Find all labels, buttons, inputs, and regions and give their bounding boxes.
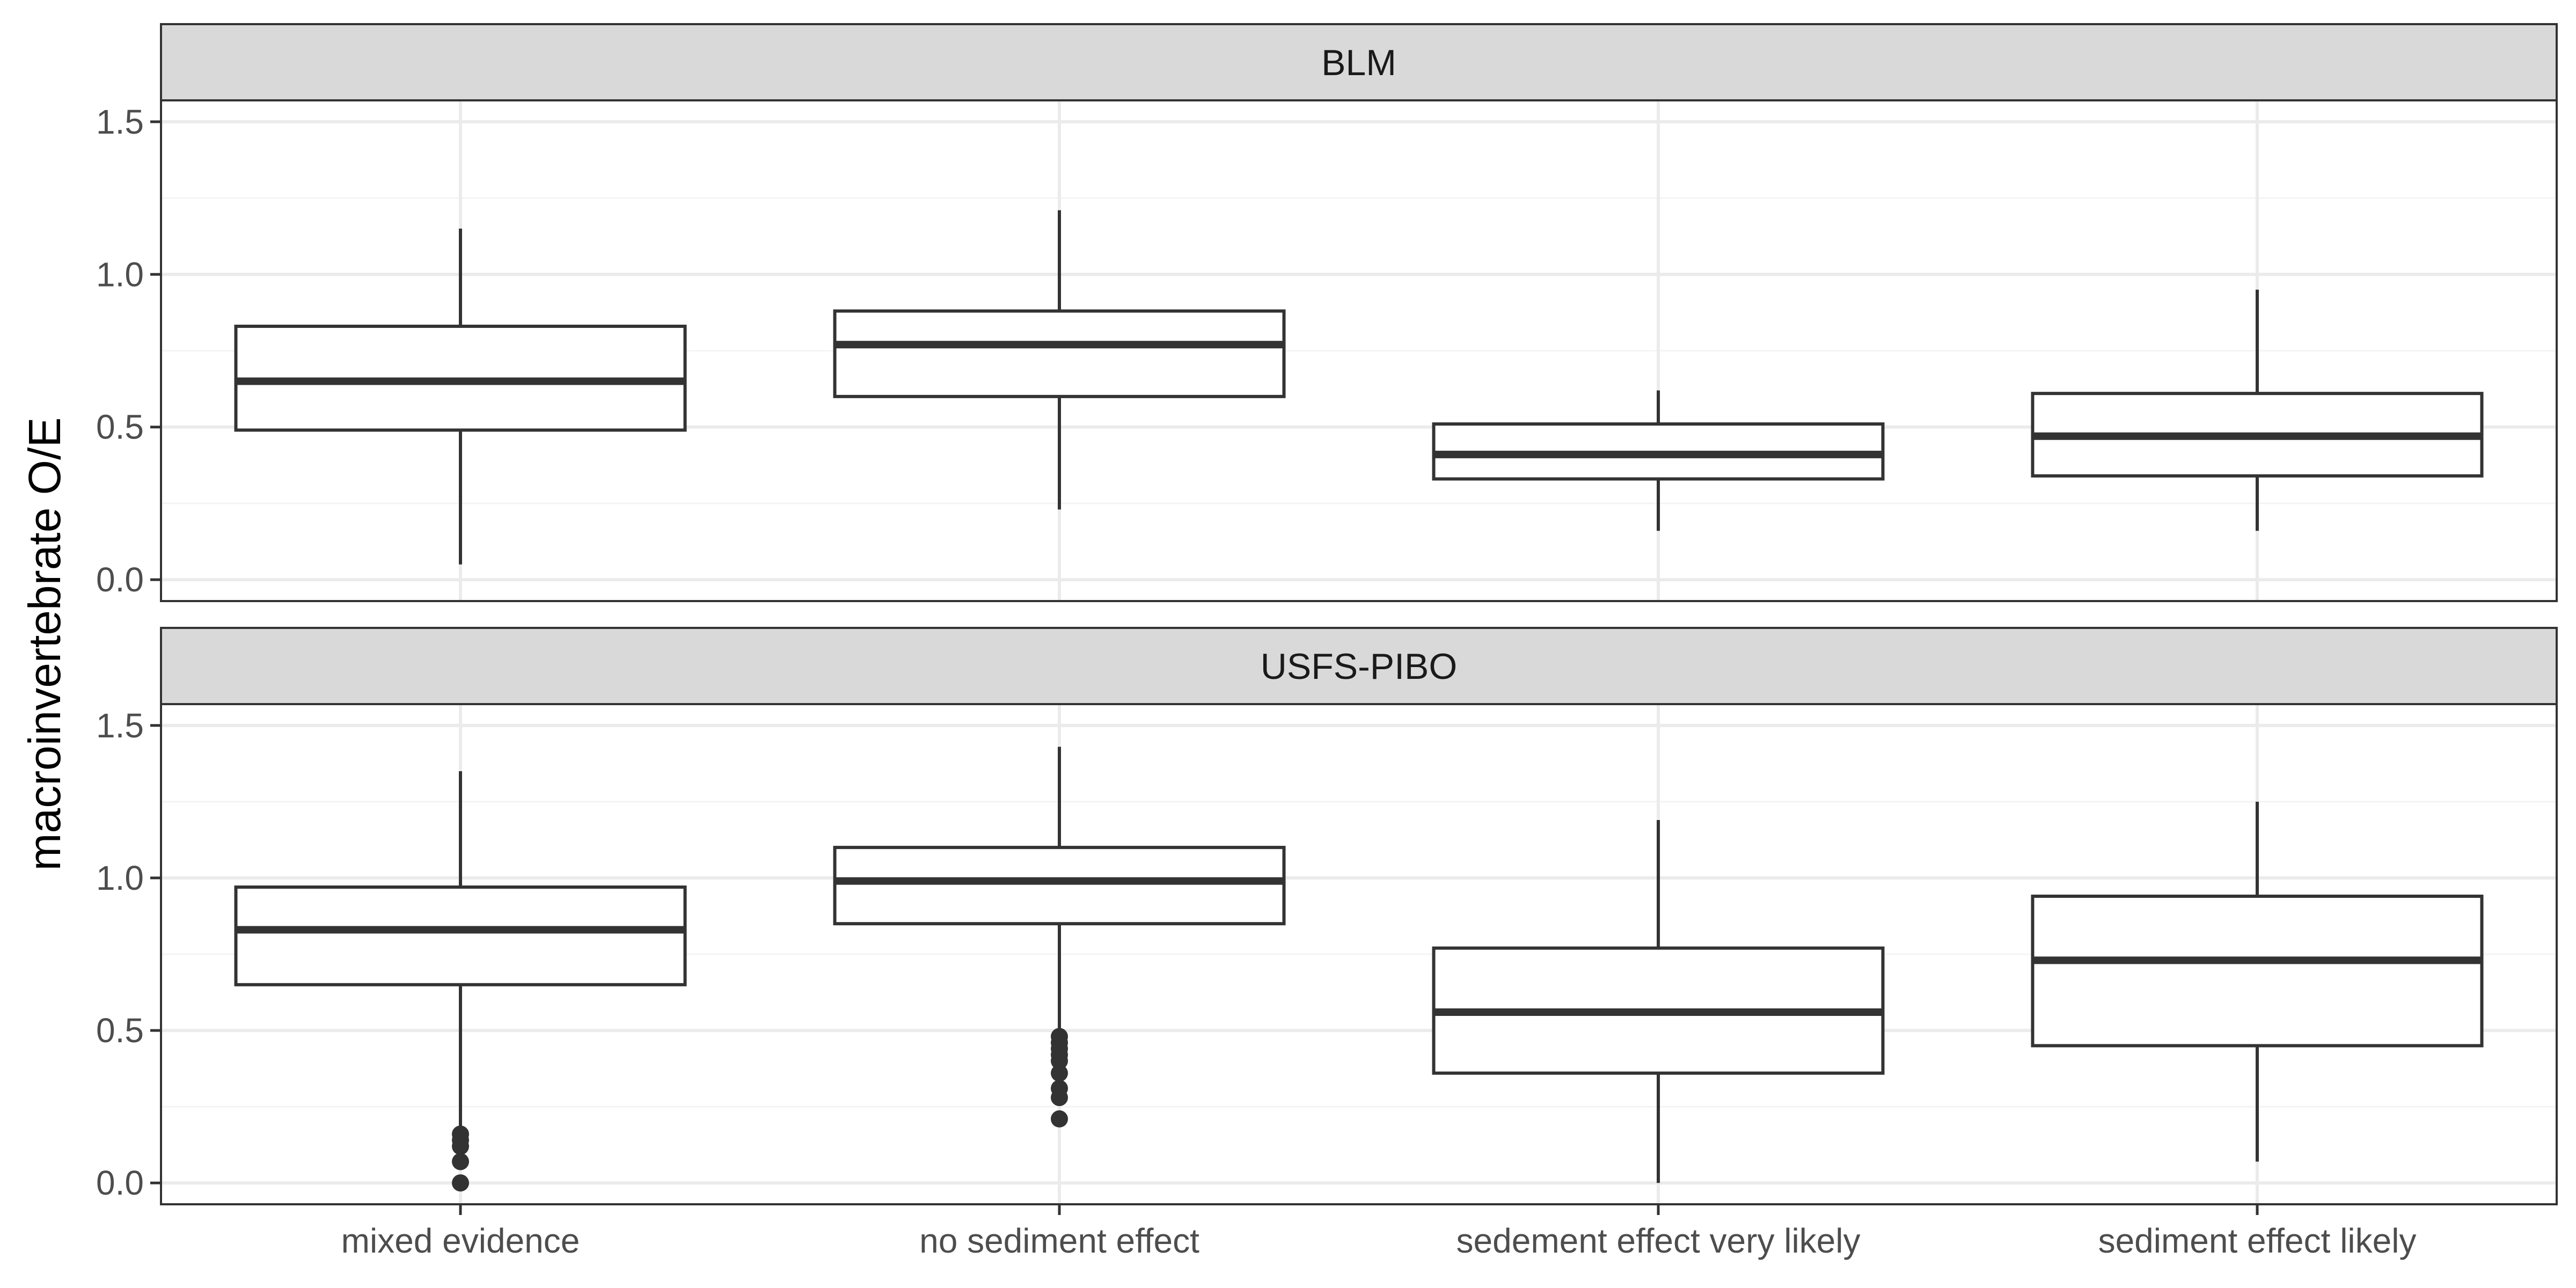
y-tick-label: 0.0 bbox=[96, 1163, 144, 1202]
iqr-box bbox=[833, 846, 1286, 926]
y-tick-label: 1.5 bbox=[96, 706, 144, 745]
facet-strip bbox=[160, 627, 2558, 705]
iqr-box bbox=[833, 309, 1286, 398]
facet-strip-label: USFS-PIBO bbox=[1261, 646, 1458, 687]
outlier-point bbox=[452, 1174, 469, 1192]
y-tick-label: 1.5 bbox=[96, 103, 144, 141]
x-tick-label: sedement effect very likely bbox=[1457, 1221, 1861, 1260]
iqr-box bbox=[234, 885, 687, 986]
box-sedement-effect-very-likely bbox=[1432, 819, 1885, 1183]
panel-1: USFS-PIBO 0.0 0.5 1.0 1.5 mixed evidence no se… bbox=[96, 627, 2558, 1260]
box-mixed-evidence bbox=[234, 228, 687, 565]
outlier-point bbox=[452, 1138, 469, 1155]
box-mixed-evidence bbox=[234, 771, 687, 1192]
x-tick-label: no sediment effect bbox=[919, 1221, 1199, 1260]
facet-strip bbox=[160, 23, 2558, 101]
y-tick-label: 0.5 bbox=[96, 1011, 144, 1050]
y-tick-label: 1.0 bbox=[96, 859, 144, 897]
outlier-point bbox=[1051, 1064, 1068, 1082]
outlier-point bbox=[1051, 1110, 1068, 1128]
box-no-sediment-effect bbox=[833, 747, 1286, 1128]
y-tick-label: 0.5 bbox=[96, 408, 144, 447]
outlier-point bbox=[1051, 1052, 1068, 1070]
x-tick-label: sediment effect likely bbox=[2098, 1221, 2417, 1260]
box-sediment-effect-likely bbox=[2031, 289, 2484, 531]
box-sedement-effect-very-likely bbox=[1432, 390, 1885, 531]
outlier-point bbox=[452, 1153, 469, 1170]
facet-strip-label: BLM bbox=[1321, 42, 1396, 83]
box-sediment-effect-likely bbox=[2031, 801, 2484, 1162]
y-tick-label: 0.0 bbox=[96, 560, 144, 599]
box-no-sediment-effect bbox=[833, 210, 1286, 510]
y-axis-title: macroinvertebrate O/E bbox=[19, 417, 70, 870]
iqr-box bbox=[2031, 895, 2484, 1048]
outlier-point bbox=[1051, 1089, 1068, 1107]
x-tick-label: mixed evidence bbox=[341, 1221, 580, 1260]
y-tick-label: 1.0 bbox=[96, 255, 144, 294]
panel-0: BLM 0.0 0.5 1.0 1.5 bbox=[96, 23, 2558, 602]
